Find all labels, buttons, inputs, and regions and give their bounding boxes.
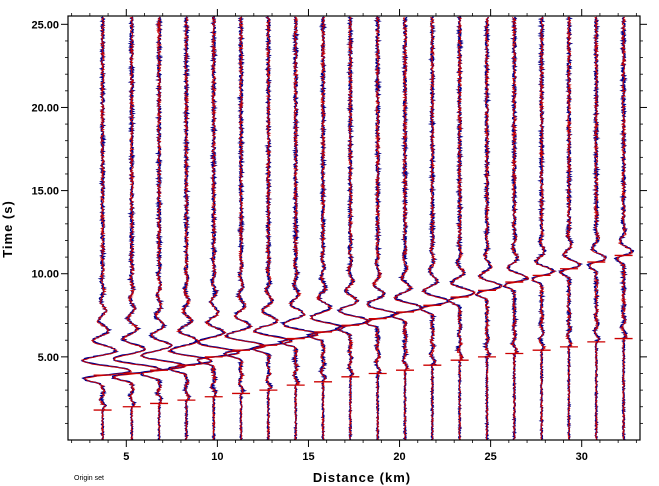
observed-trace xyxy=(530,16,558,441)
synthetic-trace xyxy=(223,16,265,441)
observed-trace xyxy=(390,16,425,441)
synthetic-trace xyxy=(589,16,607,441)
observed-trace xyxy=(474,16,504,441)
y-axis-title: Time (s) xyxy=(0,200,15,258)
observed-trace xyxy=(363,16,398,441)
observed-trace xyxy=(166,16,213,441)
synthetic-trace xyxy=(308,16,344,440)
arrival-picks-layer xyxy=(93,254,633,411)
observed-trace xyxy=(80,16,131,441)
observed-trace xyxy=(110,16,164,440)
axis-ticks-layer: 5 10 15 20 25 30 5.00 10.00 15.00 20.00 25.00 xyxy=(31,9,647,463)
y-tick-label: 20.00 xyxy=(31,102,59,114)
observed-trace xyxy=(248,16,293,441)
synthetic-trace xyxy=(140,16,189,441)
synthetic-trace xyxy=(196,16,241,441)
observed-trace xyxy=(196,16,241,441)
observed-trace xyxy=(502,16,530,441)
x-tick-label: 30 xyxy=(576,451,588,463)
x-tick-label: 15 xyxy=(302,451,314,463)
observed-trace xyxy=(305,16,346,441)
observed-trace xyxy=(222,16,267,441)
y-tick-label: 25.00 xyxy=(31,19,59,31)
x-tick-label: 5 xyxy=(123,451,129,463)
synthetic-trace xyxy=(81,16,133,441)
x-tick-label: 25 xyxy=(484,451,496,463)
x-tick-label: 10 xyxy=(211,451,223,463)
y-tick-label: 5.00 xyxy=(38,352,59,364)
synthetic-trace xyxy=(419,17,451,441)
observed-trace xyxy=(276,16,319,441)
observed-trace xyxy=(420,16,450,441)
synthetic-trace xyxy=(392,16,423,440)
synthetic-trace xyxy=(280,16,320,441)
origin-footnote: Origin set xyxy=(74,475,104,482)
synthetic-trace xyxy=(530,16,556,440)
y-tick-label: 15.00 xyxy=(31,186,59,198)
synthetic-trace xyxy=(364,16,398,441)
x-tick-label: 20 xyxy=(393,451,405,463)
synthetic-trace xyxy=(502,16,530,440)
synthetic-trace xyxy=(616,16,634,440)
synthetic-trace xyxy=(558,16,582,441)
x-axis-title: Distance (km) xyxy=(313,470,411,485)
synthetic-trace xyxy=(167,16,213,440)
synthetic-trace xyxy=(252,16,294,441)
synthetic-trace xyxy=(447,16,477,441)
y-tick-label: 10.00 xyxy=(31,269,59,281)
traces-layer xyxy=(80,16,635,441)
synthetic-trace xyxy=(474,16,503,441)
plot-frame xyxy=(67,15,641,441)
synthetic-trace xyxy=(112,16,162,441)
synthetic-trace xyxy=(336,16,372,440)
